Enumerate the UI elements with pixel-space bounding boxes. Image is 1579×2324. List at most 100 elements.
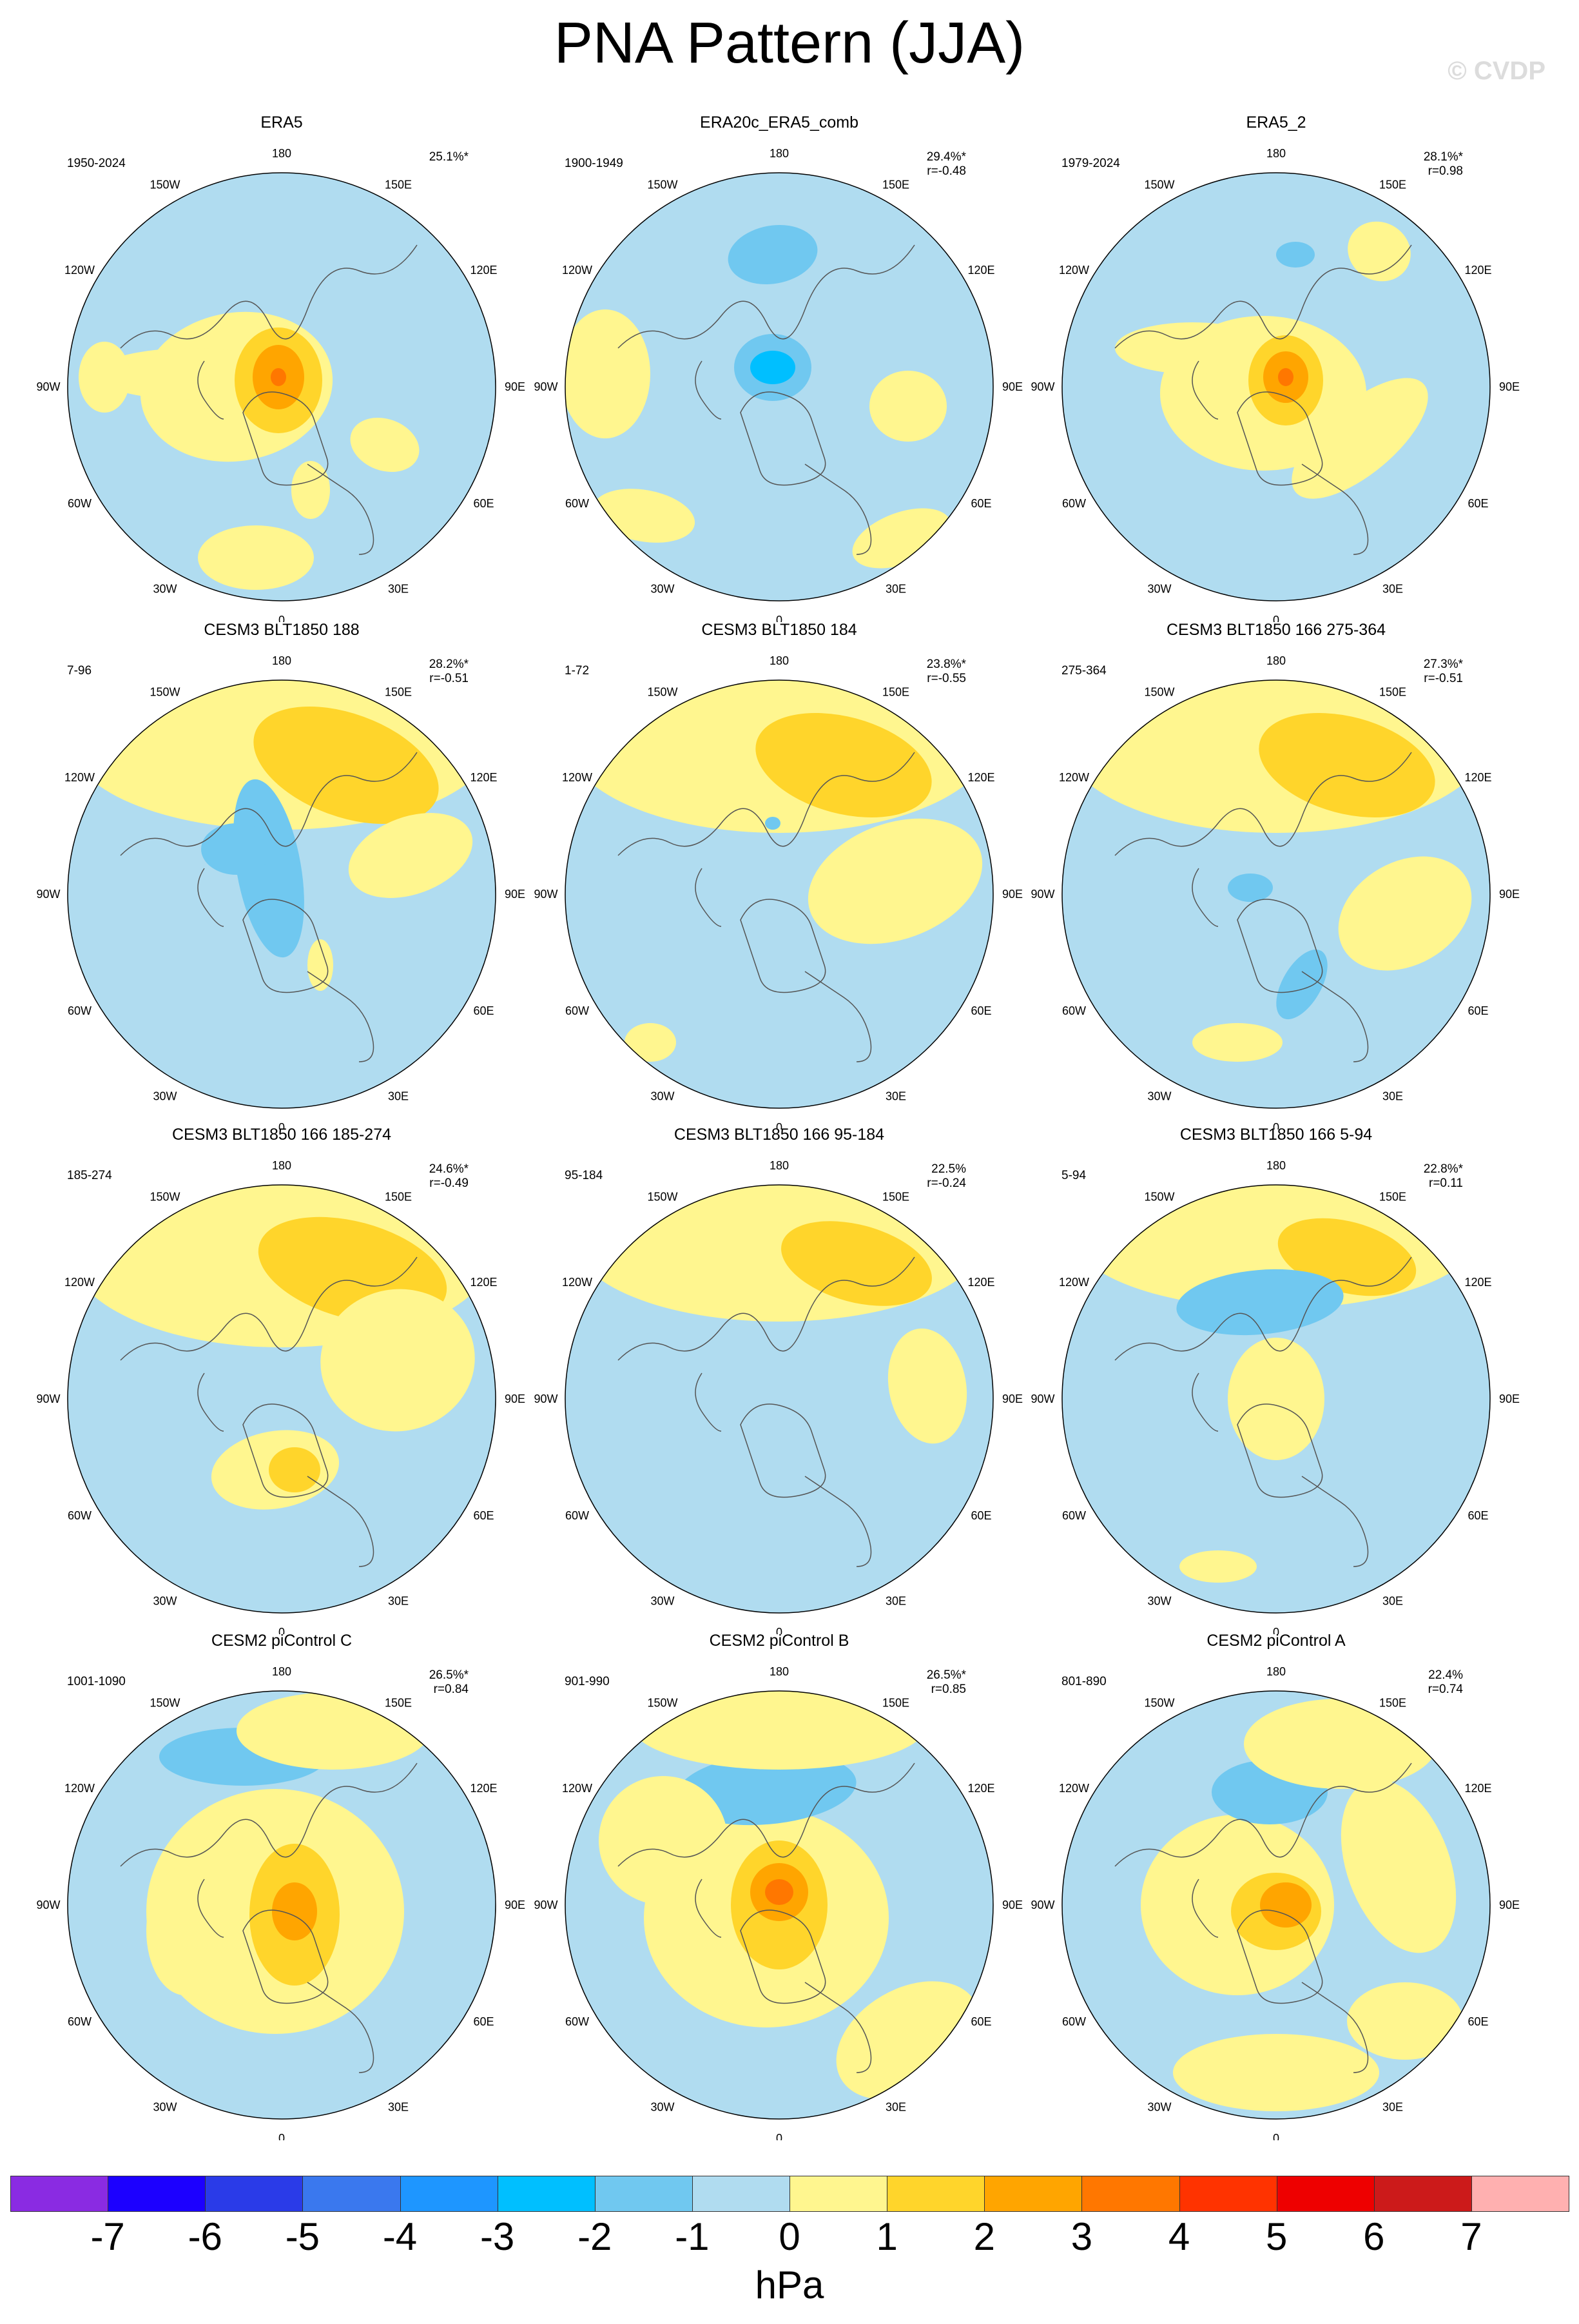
anomaly-contour xyxy=(350,417,420,473)
map-panel: CESM3 BLT1850 166 95-184 95-184 22.5% r=-0.… xyxy=(531,1125,1027,1634)
explained-variance: 22.5% xyxy=(931,1162,966,1176)
longitude-label: 0 xyxy=(776,1121,782,1129)
longitude-label: 90W xyxy=(534,888,557,901)
colorbar-tick-label: -1 xyxy=(675,2215,710,2258)
pattern-correlation: r=0.85 xyxy=(931,1683,966,1696)
longitude-label: 60E xyxy=(473,497,494,510)
longitude-label: 150E xyxy=(1379,1696,1406,1709)
longitude-label: 180 xyxy=(770,147,789,160)
longitude-label: 150E xyxy=(1379,685,1406,698)
coastline xyxy=(1114,1256,1412,1567)
longitude-label: 30E xyxy=(1382,2101,1403,2114)
explained-variance: 23.8%* xyxy=(926,658,966,671)
polar-map: 180 150E 120E 90E 60E 30E 0 30W 60W 90W 120W 150W xyxy=(534,1159,1023,1634)
longitude-label: 150E xyxy=(1379,178,1406,191)
longitude-label: 0 xyxy=(278,1626,285,1634)
longitude-label: 60E xyxy=(473,2015,494,2028)
longitude-label: 30E xyxy=(1382,583,1403,596)
longitude-label: 0 xyxy=(1273,614,1279,622)
longitude-label: 30W xyxy=(153,1595,177,1608)
polar-map: 180 150E 120E 90E 60E 30E 0 30W 60W 90W 120W 150W xyxy=(534,1665,1023,2140)
longitude-label: 180 xyxy=(1266,1159,1286,1172)
longitude-label: 30W xyxy=(1147,1090,1171,1103)
longitude-label: 60W xyxy=(565,2015,589,2028)
colorbar-swatch xyxy=(887,2176,985,2212)
longitude-label: 0 xyxy=(278,2132,285,2140)
longitude-label: 120W xyxy=(64,1782,95,1795)
longitude-label: 90W xyxy=(1031,1899,1054,1911)
longitude-label: 120E xyxy=(470,771,497,784)
longitude-label: 60E xyxy=(1468,1509,1488,1522)
longitude-label: 0 xyxy=(278,1121,285,1129)
longitude-label: 120E xyxy=(470,264,497,277)
panel-stats: 24.6%* r=-0.49 xyxy=(429,1162,469,1191)
longitude-label: 90E xyxy=(1499,888,1520,901)
longitude-label: 0 xyxy=(1273,1121,1279,1129)
anomaly-contour xyxy=(1176,1269,1344,1336)
colorbar-tick-label: -7 xyxy=(90,2215,125,2258)
colorbar-tick-label: 5 xyxy=(1265,2215,1288,2258)
polar-map: 180 150E 120E 90E 60E 30E 0 30W 60W 90W 120W 150W xyxy=(1031,654,1520,1129)
longitude-label: 30E xyxy=(886,2101,906,2114)
colorbar-swatch xyxy=(108,2176,206,2212)
longitude-label: 90E xyxy=(505,888,525,901)
longitude-label: 90W xyxy=(36,380,60,393)
anomaly-contour xyxy=(320,1289,475,1432)
panel-years: 275-364 xyxy=(1061,664,1107,678)
coastline xyxy=(617,244,915,555)
panel-years: 185-274 xyxy=(67,1169,112,1182)
map-boundary xyxy=(1061,1184,1491,1614)
pattern-correlation: r=0.11 xyxy=(1429,1177,1463,1190)
colorbar xyxy=(10,2176,1569,2212)
longitude-label: 30W xyxy=(153,583,177,596)
longitude-label: 120W xyxy=(562,1276,592,1289)
colorbar-tick-label: 7 xyxy=(1460,2215,1482,2258)
longitude-label: 30E xyxy=(886,583,906,596)
panel-stats: 27.3%* r=-0.51 xyxy=(1424,658,1463,686)
longitude-label: 0 xyxy=(278,614,285,622)
colorbar-tick-label: -5 xyxy=(285,2215,320,2258)
panel-years: 1979-2024 xyxy=(1061,157,1120,170)
panel-years: 901-990 xyxy=(565,1675,610,1688)
map-boundary xyxy=(1061,1690,1491,2120)
longitude-label: 30E xyxy=(1382,1090,1403,1103)
longitude-label: 90W xyxy=(36,888,60,901)
longitude-label: 150E xyxy=(882,1696,909,1709)
longitude-label: 60W xyxy=(565,497,589,510)
anomaly-contour xyxy=(79,342,130,413)
anomaly-contour xyxy=(348,813,473,898)
pattern-correlation: r=-0.51 xyxy=(429,672,469,685)
longitude-label: 60E xyxy=(473,1509,494,1522)
longitude-label: 150W xyxy=(150,1696,180,1709)
polar-map: 180 150E 120E 90E 60E 30E 0 30W 60W 90W 120W 150W xyxy=(36,1159,525,1634)
colorbar-tick-label: 1 xyxy=(876,2215,898,2258)
longitude-label: 30W xyxy=(650,1090,674,1103)
explained-variance: 29.4%* xyxy=(926,150,966,164)
longitude-label: 120E xyxy=(1464,264,1491,277)
copyright-watermark: © CVDP xyxy=(1448,57,1545,85)
longitude-label: 60W xyxy=(68,2015,92,2028)
colorbar-swatch xyxy=(1179,2176,1277,2212)
longitude-label: 150W xyxy=(150,178,180,191)
anomaly-contour xyxy=(146,1866,224,1995)
pattern-correlation: r=0.74 xyxy=(1428,1683,1463,1696)
panel-stats: 23.8%* r=-0.55 xyxy=(927,658,966,686)
colorbar-swatch xyxy=(1471,2176,1569,2212)
longitude-label: 150W xyxy=(1144,685,1174,698)
polar-map: 180 150E 120E 90E 60E 30E 0 30W 60W 90W 120W 150W xyxy=(36,147,525,622)
anomaly-contour xyxy=(233,779,304,958)
panel-stats: 25.1%* xyxy=(429,150,469,164)
map-boundary xyxy=(67,679,496,1109)
longitude-label: 90W xyxy=(36,1392,60,1405)
longitude-label: 120W xyxy=(562,264,592,277)
longitude-label: 0 xyxy=(776,1626,782,1634)
map-boundary xyxy=(1061,679,1491,1109)
coastline xyxy=(1114,244,1412,555)
colorbar-swatch xyxy=(984,2176,1083,2212)
longitude-label: 30W xyxy=(1147,1595,1171,1608)
anomaly-contour xyxy=(1115,322,1270,374)
colorbar-tick-label: 4 xyxy=(1168,2215,1190,2258)
map-panel: CESM2 piControl B 901-990 26.5%* r=0.85 180 1… xyxy=(531,1631,1027,2140)
longitude-label: 30W xyxy=(1147,2101,1171,2114)
pattern-correlation: r=-0.49 xyxy=(429,1177,469,1190)
